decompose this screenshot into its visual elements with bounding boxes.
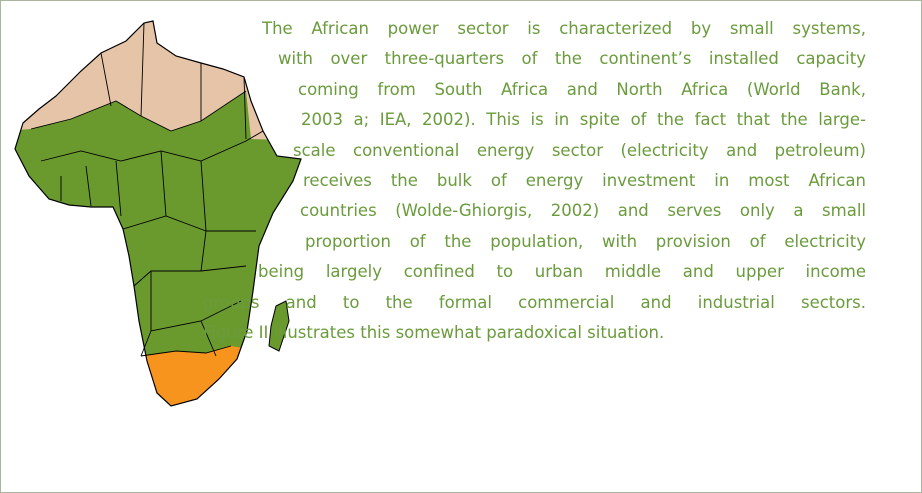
text-line: receives the bulk of energy investment i… [303,171,866,190]
text-line: scale conventional energy sector (electr… [293,140,866,160]
africa-map [14,20,302,407]
text-line: with over three-quarters of the continen… [278,49,866,69]
text-line: Figure II illustrates this somewhat para… [203,323,665,342]
text-line: proportion of the population, with provi… [305,231,866,251]
text-line: 2003 a; IEA, 2002). This is in spite of … [301,110,866,130]
text-line: countries (Wolde-Ghiorgis, 2002) and ser… [300,201,866,221]
text-line: The African power sector is characterize… [262,19,866,38]
text-line: coming from South Africa and North Afric… [298,79,866,99]
text-line: groups and to the formal commercial and … [203,292,866,312]
text-line: being largely confined to urban middle a… [258,262,866,282]
